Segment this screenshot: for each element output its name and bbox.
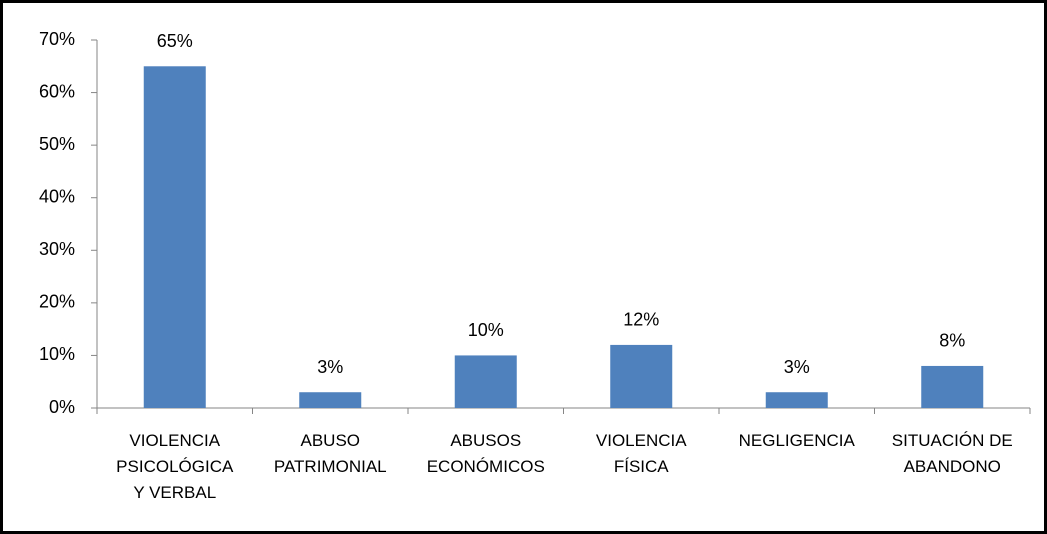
y-tick-label: 60% bbox=[39, 81, 75, 101]
value-label: 12% bbox=[623, 310, 659, 330]
y-tick-label: 30% bbox=[39, 239, 75, 259]
bar bbox=[610, 344, 673, 408]
value-label: 65% bbox=[157, 31, 193, 51]
y-tick-label: 70% bbox=[39, 29, 75, 49]
x-tick-label: SITUACIÓN DE ABANDONO bbox=[891, 431, 1013, 476]
x-tick-label: VIOLENCIA PSICOLÓGICA Y VERBAL bbox=[116, 431, 234, 502]
x-tick-label: ABUSO PATRIMONIAL bbox=[273, 431, 387, 476]
x-tick-label: NEGLIGENCIA bbox=[738, 431, 855, 450]
x-tick-label: VIOLENCIA FÍSICA bbox=[595, 431, 687, 476]
chart: 0% 10% 20% 30% 40% 50% 60% 70% 65% 3% 10% 12% 3% 8% bbox=[39, 29, 1031, 417]
value-label: 10% bbox=[468, 320, 504, 340]
value-label: 3% bbox=[784, 357, 810, 377]
x-tick-label: ABUSOS ECONÓMICOS bbox=[426, 431, 545, 476]
y-tick-label: 40% bbox=[39, 186, 75, 206]
y-tick-label: 10% bbox=[39, 344, 75, 364]
value-label: 3% bbox=[317, 357, 343, 377]
bar bbox=[921, 365, 984, 408]
value-label: 8% bbox=[939, 331, 965, 351]
bar bbox=[765, 392, 828, 408]
bar bbox=[143, 66, 206, 409]
bar bbox=[299, 392, 362, 408]
y-tick-label: 20% bbox=[39, 292, 75, 312]
bar bbox=[454, 355, 517, 408]
y-tick-label: 0% bbox=[49, 397, 75, 417]
y-tick-label: 50% bbox=[39, 134, 75, 154]
